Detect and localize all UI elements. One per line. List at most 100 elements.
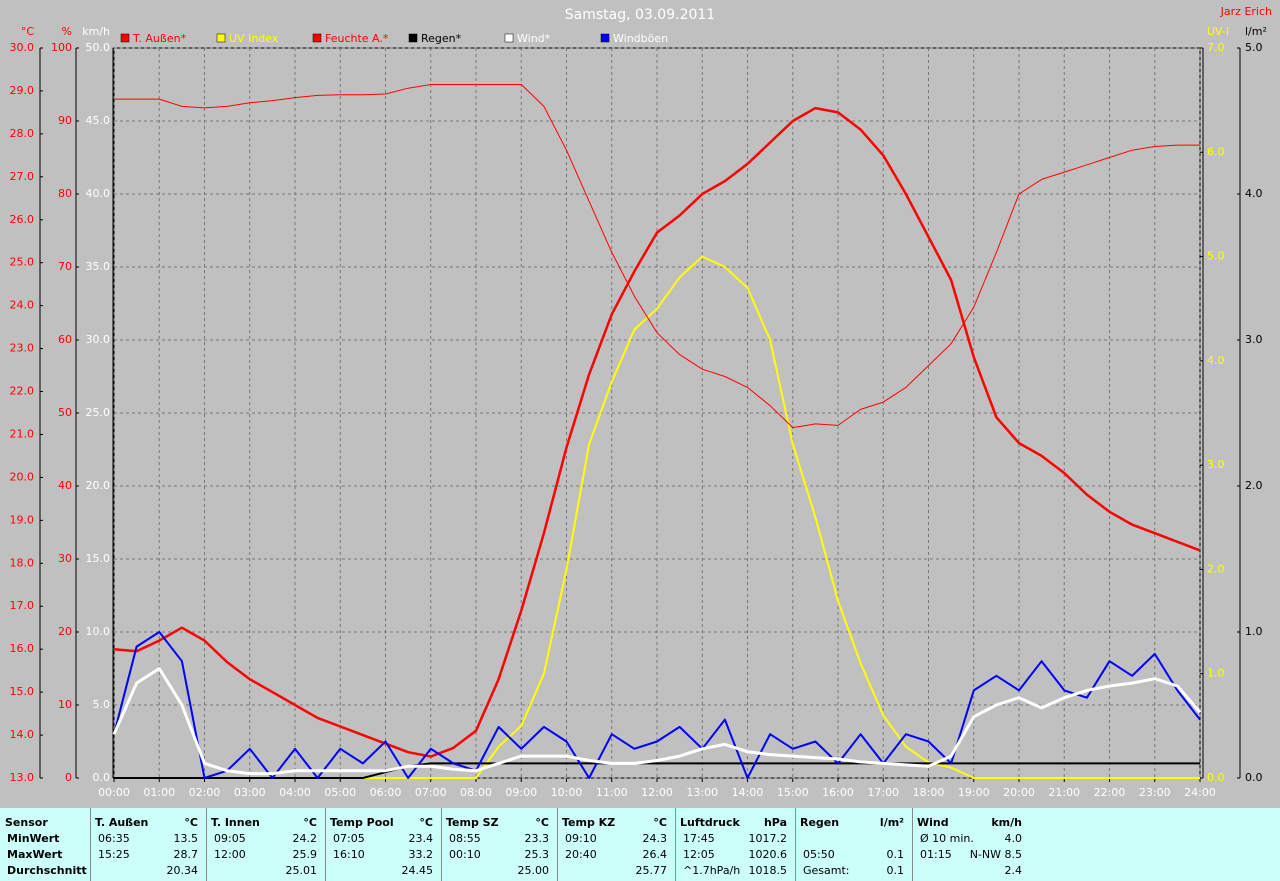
column-separator (795, 808, 796, 881)
cell-time: 17:45 (683, 832, 715, 845)
column-separator (325, 808, 326, 881)
cell-value: 26.4 (642, 848, 668, 861)
y-tick-label: 2.0 (1245, 479, 1263, 492)
column-unit: l/m² (879, 816, 904, 829)
row-label: MinWert (7, 832, 60, 845)
cell-time: 20:40 (565, 848, 597, 861)
cell-value: 23.4 (408, 832, 434, 845)
cell-value: 1020.6 (748, 848, 788, 861)
legend-swatch (504, 33, 514, 43)
legend-swatch (408, 33, 418, 43)
column-header: Wind (917, 816, 949, 829)
cell-value: 33.2 (408, 848, 434, 861)
y-tick-label: 30 (58, 552, 72, 565)
y-tick-label: 50 (58, 406, 72, 419)
cell-value: 24.2 (292, 832, 318, 845)
row-label: MaxWert (7, 848, 63, 861)
cell-value: 25.01 (285, 864, 318, 877)
author: Jarz Erich (1220, 5, 1272, 18)
cell-value: 1018.5 (748, 864, 788, 877)
cell-value: N-NW 8.5 (969, 848, 1022, 861)
cell-time: 09:05 (214, 832, 246, 845)
y-tick-label: 5.0 (1207, 250, 1225, 263)
cell-value: 24.3 (642, 832, 668, 845)
column-unit: °C (653, 816, 667, 829)
cell-time: 16:10 (333, 848, 365, 861)
x-tick-label: 01:00 (143, 786, 175, 799)
column-unit: °C (535, 816, 549, 829)
x-tick-label: 08:00 (460, 786, 492, 799)
y-tick-label: 15.0 (10, 685, 35, 698)
y-axis-unit: °C (21, 25, 35, 38)
legend-label: Windböen (613, 32, 668, 45)
legend-swatch (312, 33, 322, 43)
x-tick-label: 14:00 (732, 786, 764, 799)
y-tick-label: 30.0 (86, 333, 111, 346)
y-tick-label: 1.0 (1207, 667, 1225, 680)
cell-time: 06:35 (98, 832, 130, 845)
cell-value: 0.1 (886, 848, 905, 861)
column-separator (441, 808, 442, 881)
x-tick-label: 24:00 (1184, 786, 1216, 799)
legend-swatch (600, 33, 610, 43)
y-tick-label: 90 (58, 114, 72, 127)
column-separator (912, 808, 913, 881)
y-tick-label: 40.0 (86, 187, 111, 200)
column-header: T. Außen (95, 816, 149, 829)
y-tick-label: 18.0 (10, 556, 35, 569)
y-tick-label: 13.0 (10, 771, 35, 784)
y-tick-label: 26.0 (10, 213, 35, 226)
series-line (114, 762, 1200, 779)
cell-time: Ø 10 min. (920, 832, 974, 845)
y-tick-label: 14.0 (10, 728, 35, 741)
y-tick-label: 3.0 (1245, 333, 1263, 346)
y-tick-label: 35.0 (86, 260, 111, 273)
y-tick-label: 10.0 (86, 625, 111, 638)
series-line (114, 84, 1200, 429)
x-tick-label: 23:00 (1139, 786, 1171, 799)
chart: Samstag, 03.09.2011 Jarz Erich 00:00 01:0… (10, 5, 1273, 799)
cell-value: 24.45 (401, 864, 434, 877)
column-unit: hPa (763, 816, 787, 829)
column-unit: °C (184, 816, 198, 829)
x-tick-label: 15:00 (777, 786, 809, 799)
y-axis-unit: % (62, 25, 72, 38)
x-tick-label: 04:00 (279, 786, 311, 799)
cell-value: 20.34 (166, 864, 199, 877)
column-header: Sensor (5, 816, 48, 829)
legend-label: T. Außen* (132, 32, 187, 45)
y-tick-label: 29.0 (10, 84, 35, 97)
x-tick-label: 07:00 (415, 786, 447, 799)
y-tick-label: 4.0 (1245, 187, 1263, 200)
x-tick-label: 22:00 (1094, 786, 1126, 799)
y-tick-label: 0.0 (93, 771, 111, 784)
y-tick-label: 60 (58, 333, 72, 346)
x-tick-label: 00:00 (98, 786, 130, 799)
y-tick-label: 5.0 (93, 698, 111, 711)
x-tick-label: 16:00 (822, 786, 854, 799)
cell-time: 01:15 (920, 848, 952, 861)
legend-swatch (216, 33, 226, 43)
series-line (113, 106, 1201, 758)
y-tick-label: 80 (58, 187, 72, 200)
y-tick-label: 50.0 (86, 41, 111, 54)
legend-label: Regen* (421, 32, 462, 45)
x-tick-label: 11:00 (596, 786, 628, 799)
x-tick-label: 21:00 (1048, 786, 1080, 799)
series-line (112, 667, 1202, 776)
legend-label: Feuchte A.* (325, 32, 389, 45)
cell-time: 08:55 (449, 832, 481, 845)
column-unit: °C (419, 816, 433, 829)
y-tick-label: 70 (58, 260, 72, 273)
legend-label: UV Index (229, 32, 279, 45)
column-separator (206, 808, 207, 881)
cell-time: 15:25 (98, 848, 130, 861)
x-tick-label: 12:00 (641, 786, 673, 799)
y-tick-label: 100 (51, 41, 72, 54)
cell-value: 28.7 (173, 848, 199, 861)
cell-value: 1017.2 (748, 832, 788, 845)
y-tick-label: 19.0 (10, 513, 35, 526)
cell-time: 09:10 (565, 832, 597, 845)
y-tick-label: 20.0 (86, 479, 111, 492)
